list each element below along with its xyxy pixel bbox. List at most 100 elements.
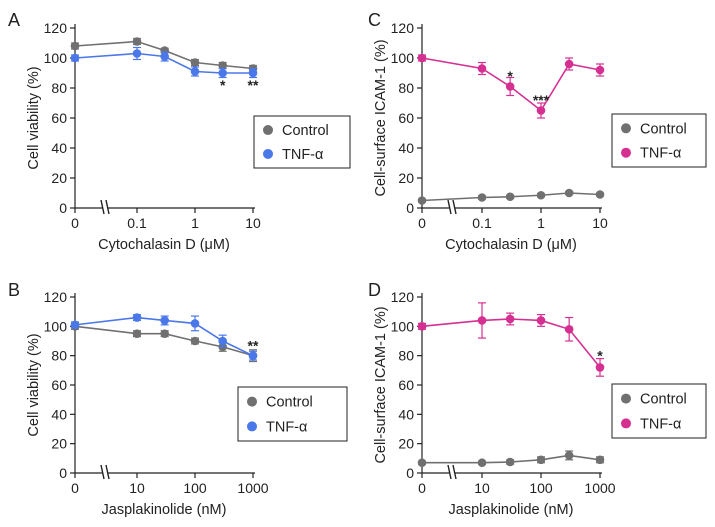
data-point	[70, 320, 80, 330]
data-point	[505, 314, 515, 324]
series-tnf	[417, 53, 605, 119]
axis-break-mark	[452, 464, 457, 480]
x-tick-label: 1	[537, 215, 545, 231]
data-point	[477, 316, 487, 325]
legend-label: Control	[266, 395, 313, 411]
x-tick-label: 0.1	[472, 215, 492, 231]
legend-box	[611, 113, 707, 168]
chart-panel-C: C 0 20 40 60 80 100 120 0 0.1 1 10 Cytochalasin D (μ…	[368, 10, 707, 253]
chart-panel-D: D 0 20 40 60 80 100 120 0 10 100 1000 Jasplakinolide…	[368, 280, 707, 518]
legend-label: TNF-α	[640, 146, 681, 162]
y-axis-label: Cell-surface ICAM-1 (%)	[373, 306, 389, 463]
significance-marker: **	[248, 337, 259, 353]
y-tick-label: 120	[391, 20, 415, 36]
y-tick-label: 60	[398, 110, 414, 126]
series-line	[74, 316, 254, 357]
data-point	[477, 458, 487, 468]
data-point	[70, 53, 80, 63]
y-tick-label: 20	[398, 436, 414, 452]
legend-label: TNF-α	[266, 419, 307, 435]
x-tick-label: 0	[71, 480, 79, 496]
y-tick-label: 60	[51, 377, 67, 393]
series-line	[74, 52, 253, 74]
data-point	[248, 68, 258, 78]
legend-marker	[621, 147, 631, 158]
legend-box	[611, 383, 707, 439]
axis-break-mark	[105, 464, 110, 480]
x-tick-label: 0	[418, 480, 426, 496]
x-tick-label: 0.1	[127, 215, 147, 231]
data-point	[160, 52, 169, 61]
data-point	[477, 64, 487, 73]
data-point	[505, 192, 515, 202]
data-point	[190, 58, 200, 67]
y-tick-label: 0	[406, 200, 414, 216]
x-axis-label: Jasplakinolide (nM)	[449, 502, 574, 518]
data-point	[218, 61, 227, 70]
data-point	[190, 67, 200, 76]
data-point	[505, 457, 515, 467]
data-point	[536, 455, 546, 465]
y-tick-label: 0	[59, 465, 67, 481]
legend-label: Control	[282, 123, 329, 139]
significance-marker: **	[248, 77, 259, 93]
series-tnf	[417, 302, 605, 377]
x-tick-label: 0	[418, 215, 426, 231]
series-tnf	[70, 313, 258, 361]
legend-marker	[247, 421, 257, 432]
y-tick-label: 0	[406, 465, 414, 481]
series-line	[74, 325, 254, 357]
y-tick-label: 80	[51, 348, 67, 364]
legend-marker	[621, 123, 631, 134]
y-tick-label: 40	[51, 140, 67, 156]
axis-break-mark	[100, 199, 105, 215]
axis-break-mark	[452, 199, 457, 215]
legend-box	[237, 386, 348, 442]
legend-label: Control	[640, 121, 687, 137]
series-control	[70, 322, 258, 363]
series-tnf	[70, 46, 258, 79]
legend-label: Control	[640, 392, 687, 408]
legend-label: TNF-α	[282, 147, 323, 163]
data-point	[218, 336, 227, 346]
y-tick-label: 20	[398, 170, 414, 186]
x-tick-label: 10	[245, 215, 261, 231]
axis-break-mark	[105, 199, 110, 215]
x-tick-label: 100	[529, 480, 553, 496]
legend-marker	[263, 125, 273, 136]
x-tick-label: 100	[183, 480, 207, 496]
legend-marker	[621, 418, 631, 429]
legend-marker	[621, 393, 631, 404]
y-tick-label: 100	[44, 50, 68, 66]
data-point	[417, 458, 427, 468]
panel-letter: B	[8, 280, 20, 300]
legend: Control TNF-α	[253, 115, 351, 169]
data-point	[160, 46, 169, 55]
x-tick-label: 10	[474, 480, 490, 496]
significance-marker: ***	[533, 92, 550, 108]
y-axis-label: Cell viability (%)	[26, 66, 42, 169]
legend: Control TNF-α	[237, 386, 348, 442]
y-tick-label: 100	[44, 318, 68, 334]
data-point	[536, 316, 546, 325]
panel-letter: C	[368, 10, 381, 30]
y-tick-label: 120	[44, 20, 68, 36]
data-point	[160, 316, 169, 325]
series-line	[421, 318, 601, 368]
y-tick-label: 60	[51, 110, 67, 126]
data-point	[595, 190, 605, 199]
y-tick-label: 20	[51, 436, 67, 452]
data-point	[70, 41, 80, 51]
data-point	[132, 49, 142, 58]
data-point	[595, 455, 605, 465]
data-point	[160, 329, 169, 338]
y-tick-label: 120	[44, 289, 68, 305]
axis-break-mark	[100, 464, 105, 480]
y-axis-label: Cell-surface ICAM-1 (%)	[373, 39, 389, 196]
y-tick-label: 40	[398, 406, 414, 422]
x-tick-label: 10	[129, 480, 145, 496]
y-tick-label: 120	[391, 289, 415, 305]
data-point	[248, 351, 258, 360]
data-point	[190, 336, 200, 346]
series-line	[422, 454, 601, 464]
